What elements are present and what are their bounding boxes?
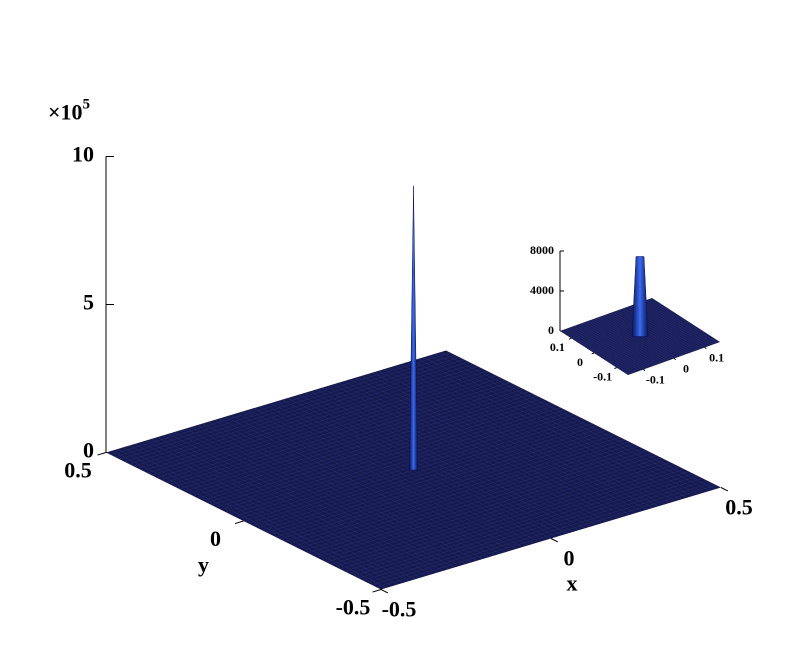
x-tick: [720, 487, 729, 492]
x-tick-label: 0.1: [709, 350, 724, 364]
y-tick: [97, 452, 107, 456]
x-tick-label: 0.5: [725, 495, 753, 520]
y-tick: [372, 589, 382, 593]
mesh-line: [640, 301, 709, 347]
y-tick-label: 0: [577, 355, 583, 369]
mesh-line: [394, 365, 671, 503]
z-tick-label: 10: [72, 142, 94, 167]
mesh-line: [110, 352, 451, 455]
mesh-line: [642, 301, 711, 346]
mesh-line: [428, 355, 705, 493]
x-tick: [550, 538, 559, 543]
x-tick-label: -0.5: [382, 597, 417, 622]
mesh-line: [571, 305, 664, 339]
mesh-line: [615, 311, 684, 356]
mesh-line: [124, 359, 465, 462]
mesh-line: [649, 298, 718, 343]
y-axis-label: y: [198, 552, 209, 577]
multiplier-base: ×10: [48, 100, 83, 125]
mesh-line: [115, 354, 456, 458]
mesh-line: [133, 364, 474, 467]
multiplier-exponent: 5: [83, 97, 91, 113]
mesh-line: [417, 358, 693, 497]
mesh-line: [575, 307, 668, 342]
y-tick-label: -0.1: [593, 369, 612, 383]
mesh-line: [583, 313, 676, 347]
y-tick: [568, 337, 572, 340]
mesh-line: [582, 312, 675, 346]
mesh-line: [411, 360, 688, 498]
mesh-line: [580, 311, 673, 345]
mesh-line: [434, 353, 710, 492]
mesh-line: [423, 357, 699, 495]
x-tick-label: -0.1: [646, 372, 665, 386]
mesh-line: [644, 300, 714, 345]
mesh-line: [617, 310, 686, 355]
mesh-line: [635, 303, 705, 348]
y-tick-label: 0: [210, 526, 221, 551]
z-tick-label: 5: [83, 290, 94, 315]
mesh-line: [573, 306, 666, 340]
mesh-line: [119, 357, 460, 460]
mesh-line: [638, 302, 707, 348]
mesh-line: [400, 363, 676, 502]
z-tick-label: 4000: [530, 283, 554, 297]
x-tick: [704, 347, 707, 350]
z-tick-label: 0: [548, 323, 554, 337]
mesh-line: [440, 352, 716, 490]
x-tick: [673, 358, 676, 361]
y-tick: [591, 352, 595, 355]
peak: [631, 256, 649, 337]
y-tick: [614, 367, 617, 369]
z-multiplier: ×105: [48, 97, 90, 125]
y-tick-label: 0.5: [64, 458, 92, 483]
y-tick-label: 0.1: [550, 340, 565, 354]
mesh-line: [151, 373, 492, 476]
x-tick: [643, 369, 646, 372]
x-axis-label: x: [567, 571, 578, 596]
mesh-line: [138, 366, 479, 469]
mesh-line: [142, 368, 483, 471]
mesh-line: [147, 370, 488, 474]
x-tick-label: 0: [564, 546, 575, 571]
x-tick: [380, 589, 389, 594]
peak: [409, 185, 418, 471]
mesh-line: [406, 362, 682, 500]
z-tick-label: 0: [83, 438, 94, 463]
mesh-line: [647, 299, 716, 344]
mesh-line: [585, 314, 678, 348]
z-tick-label: 8000: [530, 243, 554, 257]
x-tick-label: 0: [683, 361, 689, 375]
y-tick: [234, 520, 244, 525]
mesh-line: [576, 308, 670, 343]
mesh-line: [578, 309, 671, 344]
mesh-line: [619, 309, 688, 354]
y-tick-label: -0.5: [336, 595, 371, 620]
